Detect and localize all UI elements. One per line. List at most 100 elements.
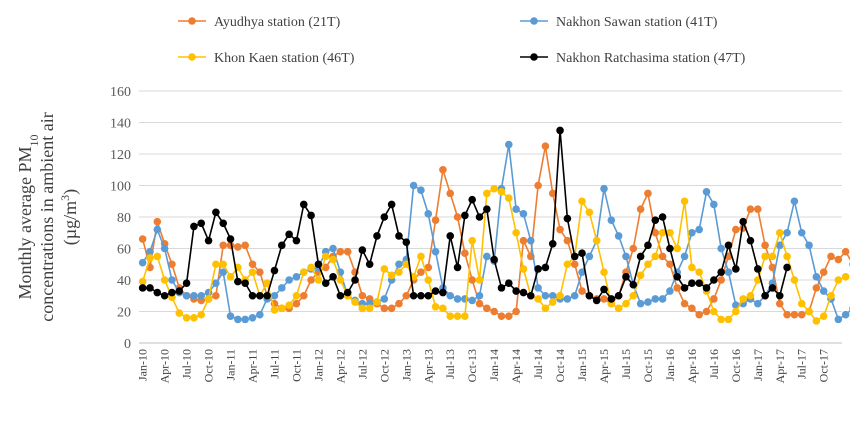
data-point	[212, 291, 220, 300]
data-point	[468, 236, 476, 245]
data-point	[607, 295, 616, 303]
legend-label: Nakhon Sawan station (41T)	[556, 15, 718, 30]
data-point	[453, 213, 462, 221]
data-point	[263, 291, 271, 300]
x-tick-label: Oct-15	[641, 349, 655, 382]
data-point	[614, 304, 623, 313]
data-point	[190, 314, 198, 322]
data-point	[834, 255, 843, 264]
y-tick-label: 0	[124, 337, 131, 352]
x-tick-label: Jul-10	[180, 349, 194, 379]
data-point	[373, 298, 381, 306]
data-point	[461, 312, 469, 321]
data-point	[622, 252, 630, 261]
y-tick-label: 80	[117, 211, 131, 226]
data-point	[278, 304, 286, 313]
data-point	[680, 252, 689, 261]
data-point	[204, 295, 213, 303]
data-point	[160, 276, 169, 284]
data-point	[790, 197, 799, 206]
data-point	[292, 291, 301, 300]
data-point	[483, 189, 491, 198]
data-point	[351, 298, 359, 306]
data-point	[797, 299, 806, 308]
data-point	[226, 235, 235, 243]
data-point	[138, 277, 147, 286]
data-point	[563, 214, 572, 223]
data-point	[402, 291, 411, 300]
data-point	[644, 241, 652, 250]
data-point	[541, 304, 550, 313]
data-point	[783, 228, 791, 237]
data-point	[431, 302, 440, 311]
data-point	[212, 260, 220, 269]
data-point	[387, 200, 396, 209]
data-point	[695, 268, 703, 276]
x-axis: Jan-10 Apr-10 Jul-10 Oct-10 Jan-11 Apr-11 Jul-…	[136, 342, 842, 383]
data-point	[768, 284, 777, 292]
data-point	[790, 310, 799, 319]
data-point	[307, 276, 315, 284]
legend-entry: Khon Kaen station (46T)	[178, 51, 355, 66]
data-point	[739, 295, 747, 303]
data-point	[761, 252, 769, 261]
data-point	[278, 284, 286, 292]
data-point	[629, 291, 638, 300]
data-point	[636, 299, 645, 308]
x-tick-label: Apr-15	[597, 349, 611, 383]
x-tick-label: Jan-13	[399, 349, 413, 381]
data-point	[219, 260, 228, 269]
data-point	[336, 247, 345, 256]
data-point	[270, 291, 279, 300]
data-point	[600, 285, 608, 294]
data-point	[417, 252, 425, 261]
y-tick-label: 40	[117, 274, 131, 289]
data-point	[710, 276, 718, 284]
data-point	[607, 216, 616, 224]
data-point	[395, 232, 403, 240]
data-point	[212, 208, 220, 217]
data-point	[365, 260, 374, 269]
data-point	[761, 241, 769, 250]
data-point	[307, 263, 315, 272]
data-point	[519, 265, 528, 273]
data-point	[212, 279, 220, 287]
data-point	[365, 304, 374, 313]
data-point	[819, 268, 828, 276]
data-point	[622, 273, 630, 281]
data-point	[417, 186, 425, 195]
x-tick-label: Apr-13	[421, 349, 435, 383]
data-point	[153, 288, 162, 297]
data-point	[505, 279, 513, 287]
data-point	[548, 189, 557, 198]
data-point	[673, 284, 682, 292]
data-point	[746, 236, 755, 245]
data-point	[475, 276, 484, 284]
data-point	[658, 213, 667, 221]
data-point	[592, 296, 601, 305]
data-point	[138, 235, 147, 243]
data-point	[292, 273, 301, 281]
x-tick-label: Oct-16	[729, 349, 743, 382]
data-point	[541, 263, 550, 272]
data-point	[578, 249, 586, 258]
data-point	[453, 263, 462, 272]
data-point	[299, 200, 308, 209]
x-tick-label: Apr-12	[333, 349, 347, 383]
data-point	[570, 260, 579, 269]
data-point	[680, 197, 689, 206]
data-point	[497, 188, 506, 196]
data-point	[285, 301, 293, 310]
data-point	[548, 298, 557, 306]
data-point	[505, 312, 513, 321]
data-point	[658, 252, 667, 261]
data-point	[190, 222, 198, 231]
series-1	[138, 142, 850, 321]
data-point	[336, 291, 345, 300]
data-point	[534, 265, 542, 273]
legend-label: Khon Kaen station (46T)	[214, 51, 355, 66]
data-point	[417, 268, 425, 276]
data-point	[219, 241, 228, 250]
data-point	[292, 236, 301, 245]
data-point	[248, 260, 257, 269]
